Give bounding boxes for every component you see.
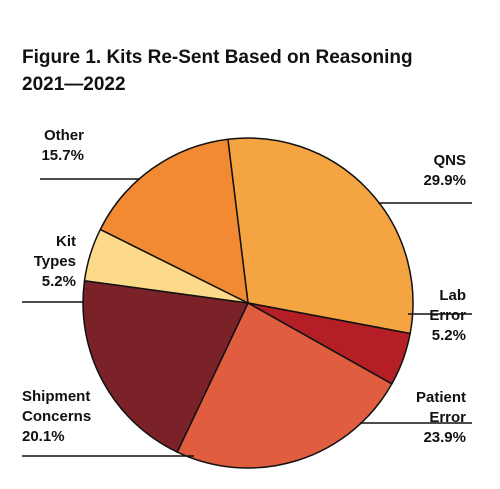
slice-name-shipment-concerns: Shipment bbox=[22, 388, 90, 405]
slice-name-patient-error: Patient bbox=[416, 389, 466, 406]
slice-label-other: Other 15.7% bbox=[41, 127, 84, 164]
slice-label-shipment-concerns: Shipment Concerns 20.1% bbox=[22, 388, 91, 445]
slice-label-kit-types: Kit Types 5.2% bbox=[34, 233, 76, 290]
slice-value-patient-error: 23.9% bbox=[423, 429, 466, 446]
slice-label-patient-error: Patient Error 23.9% bbox=[416, 389, 466, 446]
slice-value-qns: 29.9% bbox=[423, 172, 466, 189]
chart-title-line-1: Figure 1. Kits Re-Sent Based on Reasonin… bbox=[22, 47, 413, 68]
slice-name-lab-error: Lab bbox=[439, 287, 466, 304]
slice-label-qns: QNS 29.9% bbox=[423, 152, 466, 189]
slice-value-lab-error: 5.2% bbox=[432, 327, 466, 344]
slice-name-kit-types: Types bbox=[34, 253, 76, 270]
slice-value-shipment-concerns: 20.1% bbox=[22, 428, 65, 445]
slice-name-qns: QNS bbox=[433, 152, 466, 169]
slice-name-patient-error: Error bbox=[429, 409, 466, 426]
slice-name-kit-types: Kit bbox=[56, 233, 76, 250]
chart-title: Figure 1. Kits Re-Sent Based on Reasonin… bbox=[22, 44, 492, 98]
chart-title-line-2: 2021—2022 bbox=[22, 74, 126, 95]
slice-value-other: 15.7% bbox=[41, 147, 84, 164]
pie-slice-qns bbox=[227, 137, 414, 335]
slice-value-kit-types: 5.2% bbox=[42, 273, 76, 290]
slice-label-lab-error: Lab Error 5.2% bbox=[429, 287, 466, 344]
pie-slice-patient-error bbox=[176, 302, 393, 469]
pie-slice-other bbox=[99, 138, 249, 304]
slice-name-shipment-concerns: Concerns bbox=[22, 408, 91, 425]
slice-name-other: Other bbox=[44, 127, 84, 144]
slice-name-lab-error: Error bbox=[429, 307, 466, 324]
